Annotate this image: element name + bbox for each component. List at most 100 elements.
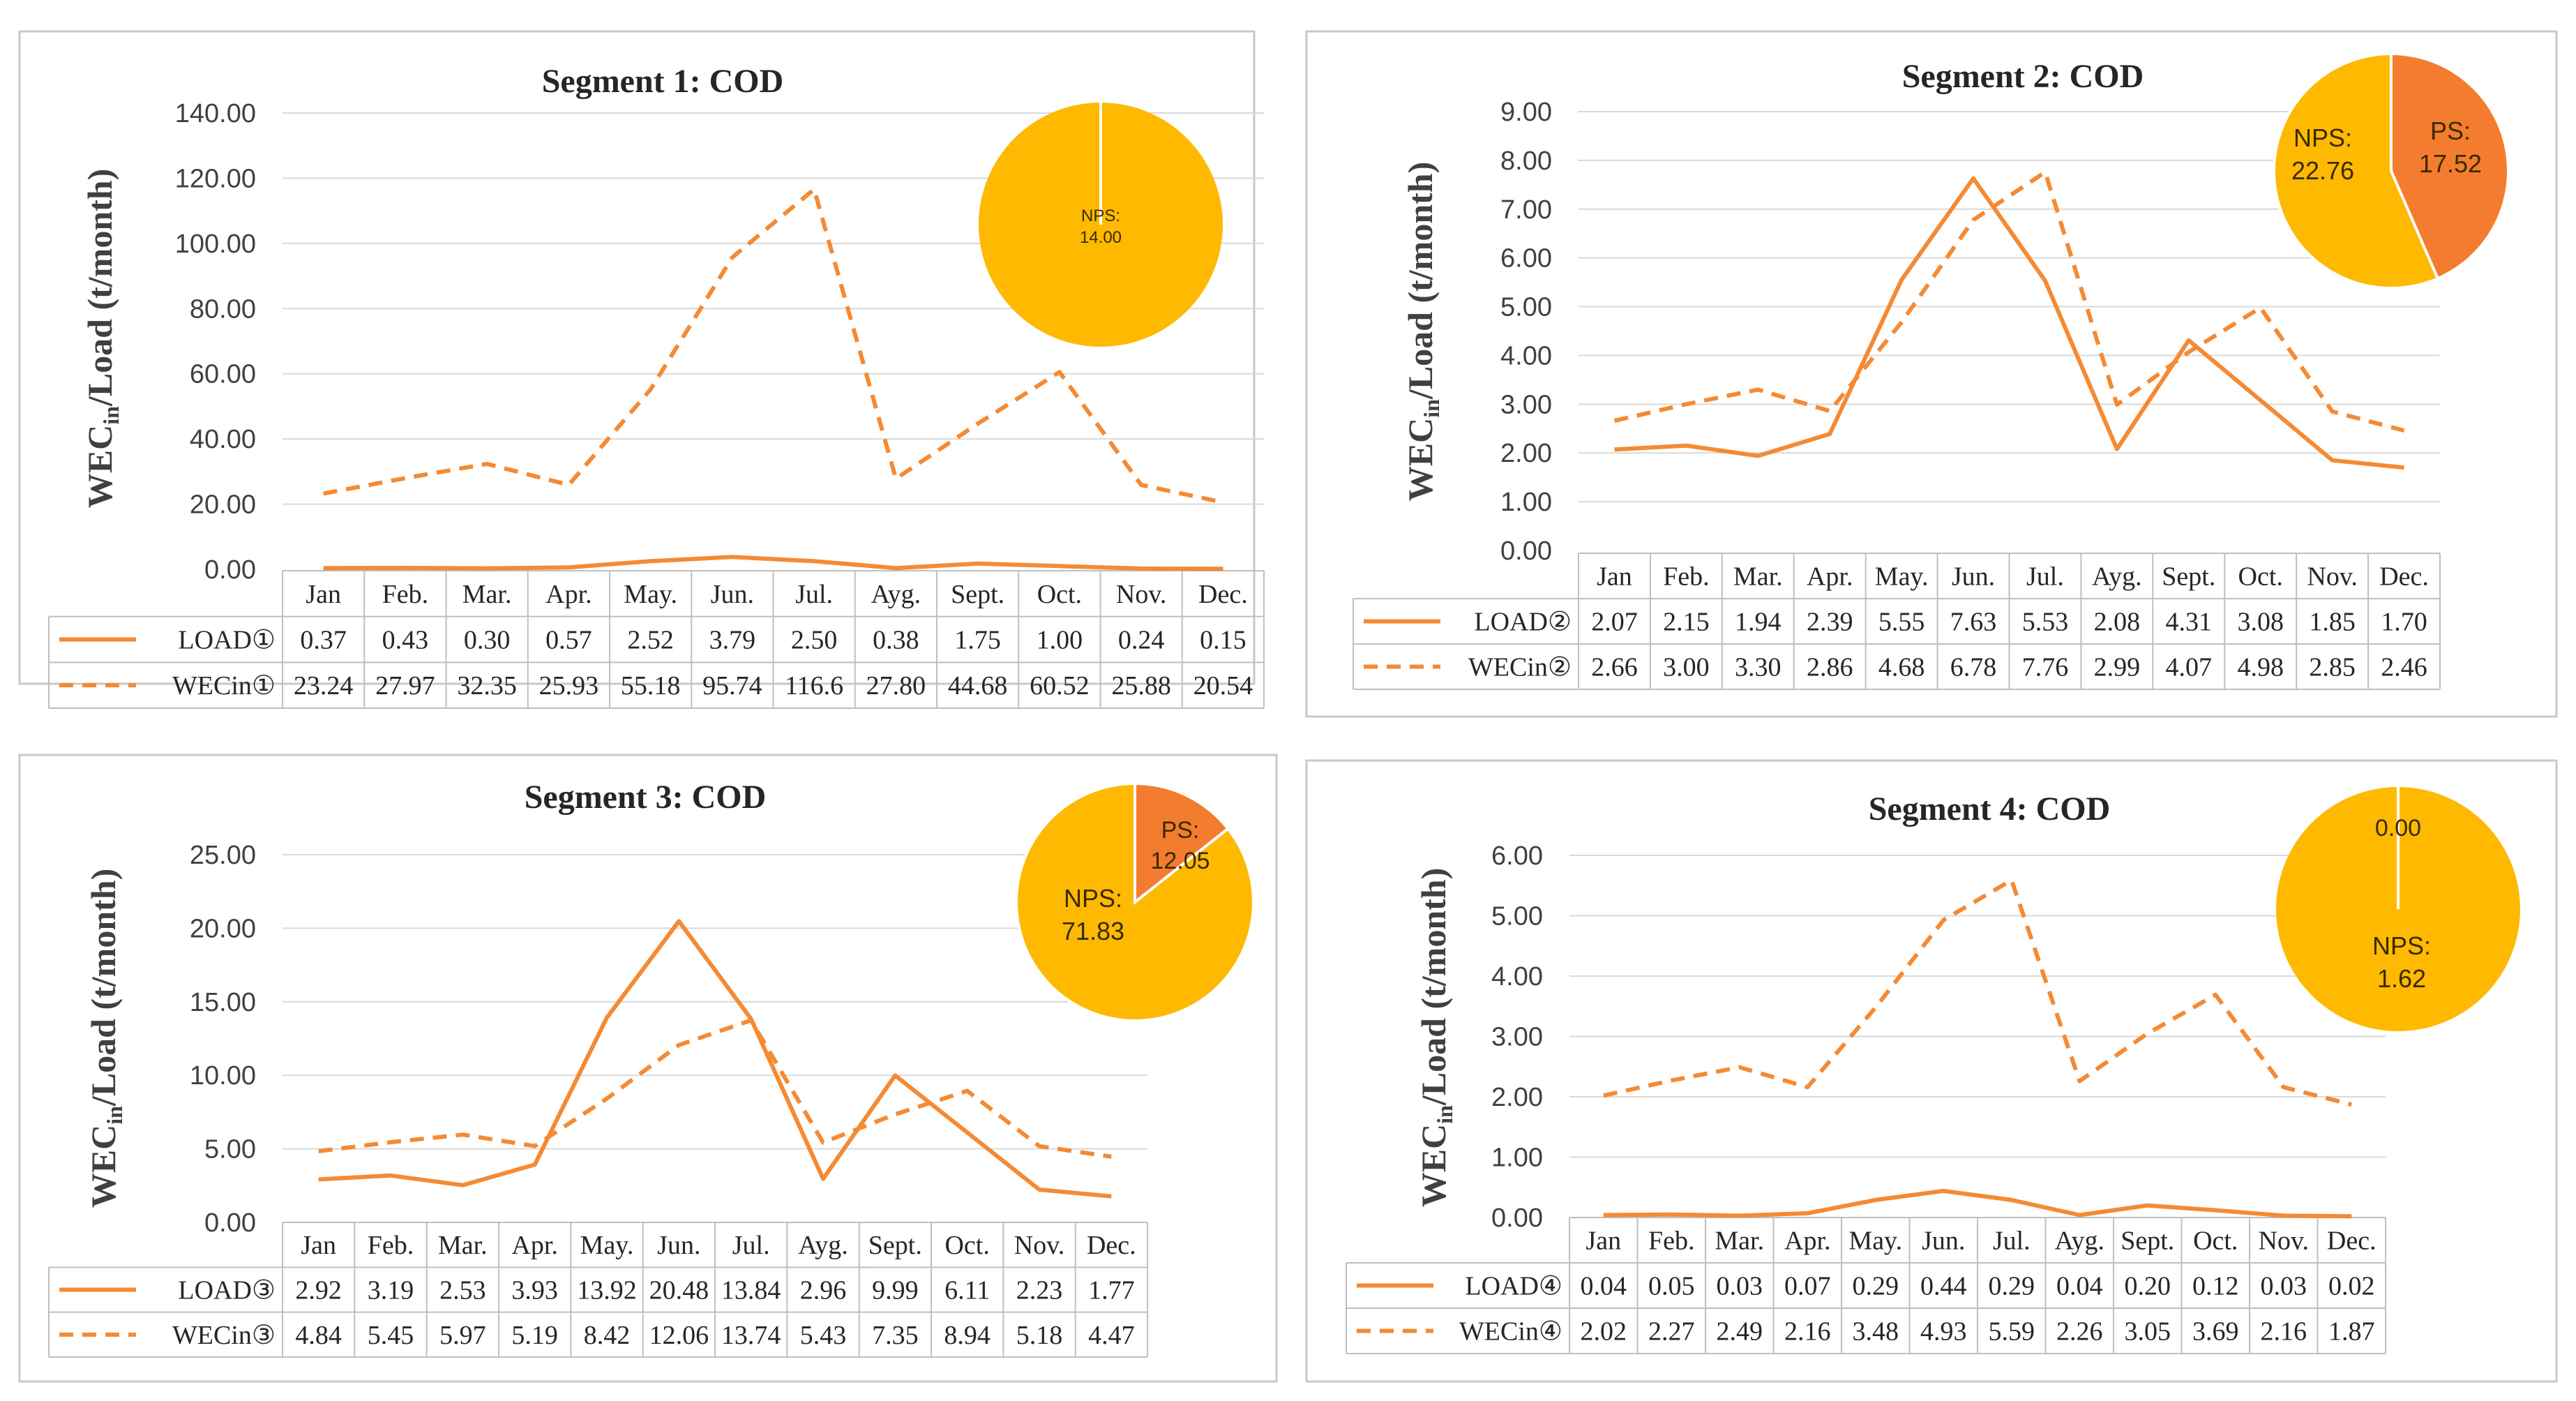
y-tick-label: 5.00 <box>1500 293 1552 322</box>
series-line-load <box>1614 176 2404 470</box>
data-label: 0.57 <box>545 626 592 655</box>
data-label: 12.06 <box>649 1321 709 1350</box>
x-tick-label: Oct. <box>1037 580 1082 609</box>
y-tick-label: 3.00 <box>1500 390 1552 419</box>
y-axis-label-tail: /Load (t/month) <box>84 869 123 1107</box>
data-label: 2.66 <box>1591 653 1638 682</box>
pie-label-nps: NPS: <box>2372 931 2431 960</box>
y-tick-label: 1.00 <box>1491 1144 1543 1173</box>
y-tick-label: 3.00 <box>1491 1023 1543 1052</box>
x-tick-label: May. <box>624 580 677 609</box>
x-tick-label: Ayg. <box>2092 562 2141 592</box>
y-tick-label: 40.00 <box>190 425 256 454</box>
y-axis-label-tail: /Load (t/month) <box>1401 162 1440 400</box>
data-label: 2.39 <box>1807 608 1853 637</box>
series-line-load <box>1603 1188 2352 1219</box>
data-label: 27.80 <box>866 671 926 700</box>
data-label: 5.59 <box>1989 1317 2035 1347</box>
data-label: 2.23 <box>1016 1276 1063 1305</box>
pie-value-nps: 22.76 <box>2291 156 2354 185</box>
y-tick-label: 10.00 <box>190 1061 256 1091</box>
legend-label: WECin③ <box>172 1321 276 1350</box>
x-tick-label: Nov. <box>1116 580 1166 609</box>
x-tick-label: Mar. <box>438 1231 488 1260</box>
pie-slice-nps <box>1015 781 1255 1022</box>
x-tick-label: Jul. <box>2026 562 2064 592</box>
legend-label: LOAD④ <box>1465 1272 1562 1301</box>
data-label: 2.99 <box>2094 653 2141 682</box>
x-tick-label: Jan <box>301 1231 336 1260</box>
x-tick-label: Sept. <box>2121 1227 2174 1256</box>
data-label: 27.97 <box>375 671 435 700</box>
pie-slice-ps <box>1133 781 1230 906</box>
pie-slice-ps <box>2390 52 2510 280</box>
legend-label: LOAD① <box>178 626 276 655</box>
data-label: 8.42 <box>584 1321 631 1350</box>
data-label: 60.52 <box>1030 671 1090 700</box>
x-tick-label: Jun. <box>1922 1227 1965 1256</box>
y-axis-label: WECin/Load (t/month) <box>1414 868 1457 1207</box>
y-axis-label: WECin/Load (t/month) <box>80 169 123 508</box>
y-axis-label-main: WEC <box>80 425 119 508</box>
x-tick-label: Feb. <box>382 580 429 609</box>
x-tick-label: Dec. <box>2379 562 2429 592</box>
data-label: 4.47 <box>1088 1321 1135 1350</box>
y-tick-label: 100.00 <box>175 230 256 259</box>
legend-label: LOAD③ <box>178 1276 276 1305</box>
pie-label-ps: PS: <box>1161 817 1200 844</box>
data-table: Jan Feb. Mar. Apr. May. Jun. Jul. Ayg. Sept. Oct.… <box>48 1222 1148 1358</box>
chart-segment-2: Segment 2: COD WECin/Load (t/month) 0.00 1.… <box>1305 30 2558 718</box>
data-label: 13.74 <box>721 1321 781 1350</box>
x-tick-label: Jan <box>1585 1227 1621 1256</box>
x-tick-label: Oct. <box>2238 562 2283 592</box>
data-label: 0.07 <box>1784 1272 1831 1301</box>
y-tick-label: 20.00 <box>190 490 256 520</box>
pie-chart: NPS: 14.00 <box>979 103 1223 347</box>
y-tick-label: 9.00 <box>1500 98 1552 127</box>
x-tick-label: Sept. <box>2162 562 2215 592</box>
data-label: 0.44 <box>1920 1272 1967 1301</box>
data-label: 1.94 <box>1735 608 1782 637</box>
data-label: 2.96 <box>800 1276 847 1305</box>
y-axis-label-tail: /Load (t/month) <box>80 169 119 407</box>
y-tick-label: 0.00 <box>1491 1204 1543 1233</box>
data-label: 13.84 <box>721 1276 781 1305</box>
x-tick-label: Jul. <box>795 580 833 609</box>
y-tick-label: 2.00 <box>1500 439 1552 468</box>
y-axis-label-main: WEC <box>84 1125 123 1208</box>
x-tick-label: Jun. <box>657 1231 700 1260</box>
data-table: Jan Feb. Mar. Apr. May. Jun. Jul. Ayg. Sept. Oct.… <box>48 570 1265 709</box>
x-tick-label: May. <box>580 1231 634 1260</box>
y-axis-label-tail: /Load (t/month) <box>1414 868 1453 1106</box>
pie-value-nps: 1.62 <box>2377 964 2426 993</box>
x-tick-label: Mar. <box>1733 562 1783 592</box>
data-label: 8.94 <box>944 1321 991 1350</box>
data-label: 3.48 <box>1853 1317 1899 1347</box>
x-tick-label: Oct. <box>944 1231 989 1260</box>
data-label: 7.35 <box>872 1321 919 1350</box>
data-label: 0.03 <box>1717 1272 1763 1301</box>
x-tick-label: Apr. <box>511 1231 558 1260</box>
data-label: 0.04 <box>2056 1272 2103 1301</box>
data-label: 3.69 <box>2192 1317 2239 1347</box>
x-tick-label: Apr. <box>1807 562 1853 592</box>
data-label: 3.93 <box>511 1276 558 1305</box>
x-tick-label: Apr. <box>1784 1227 1831 1256</box>
data-label: 5.97 <box>439 1321 486 1350</box>
chart-title: Segment 1: COD <box>542 63 784 100</box>
pie-value-nps: 71.83 <box>1062 917 1124 945</box>
data-label: 3.05 <box>2125 1317 2171 1347</box>
data-label: 4.31 <box>2166 608 2213 637</box>
pie-chart: NPS: 1.62 0.00 <box>2276 787 2520 1031</box>
pie-chart: NPS: 22.76 PS: 17.52 <box>2273 52 2510 290</box>
y-tick-label: 0.00 <box>1500 537 1552 566</box>
data-label: 3.30 <box>1735 653 1782 682</box>
legend-label: WECin① <box>172 671 276 700</box>
data-label: 0.29 <box>1989 1272 2035 1301</box>
data-label: 4.84 <box>295 1321 342 1350</box>
data-label: 23.24 <box>294 671 354 700</box>
data-table: Jan Feb. Mar. Apr. May. Jun. Jul. Ayg. Sept. Oct.… <box>1353 553 2441 690</box>
x-tick-label: Jan <box>1597 562 1632 592</box>
data-label: 2.26 <box>2056 1317 2103 1347</box>
data-label: 2.86 <box>1807 653 1853 682</box>
